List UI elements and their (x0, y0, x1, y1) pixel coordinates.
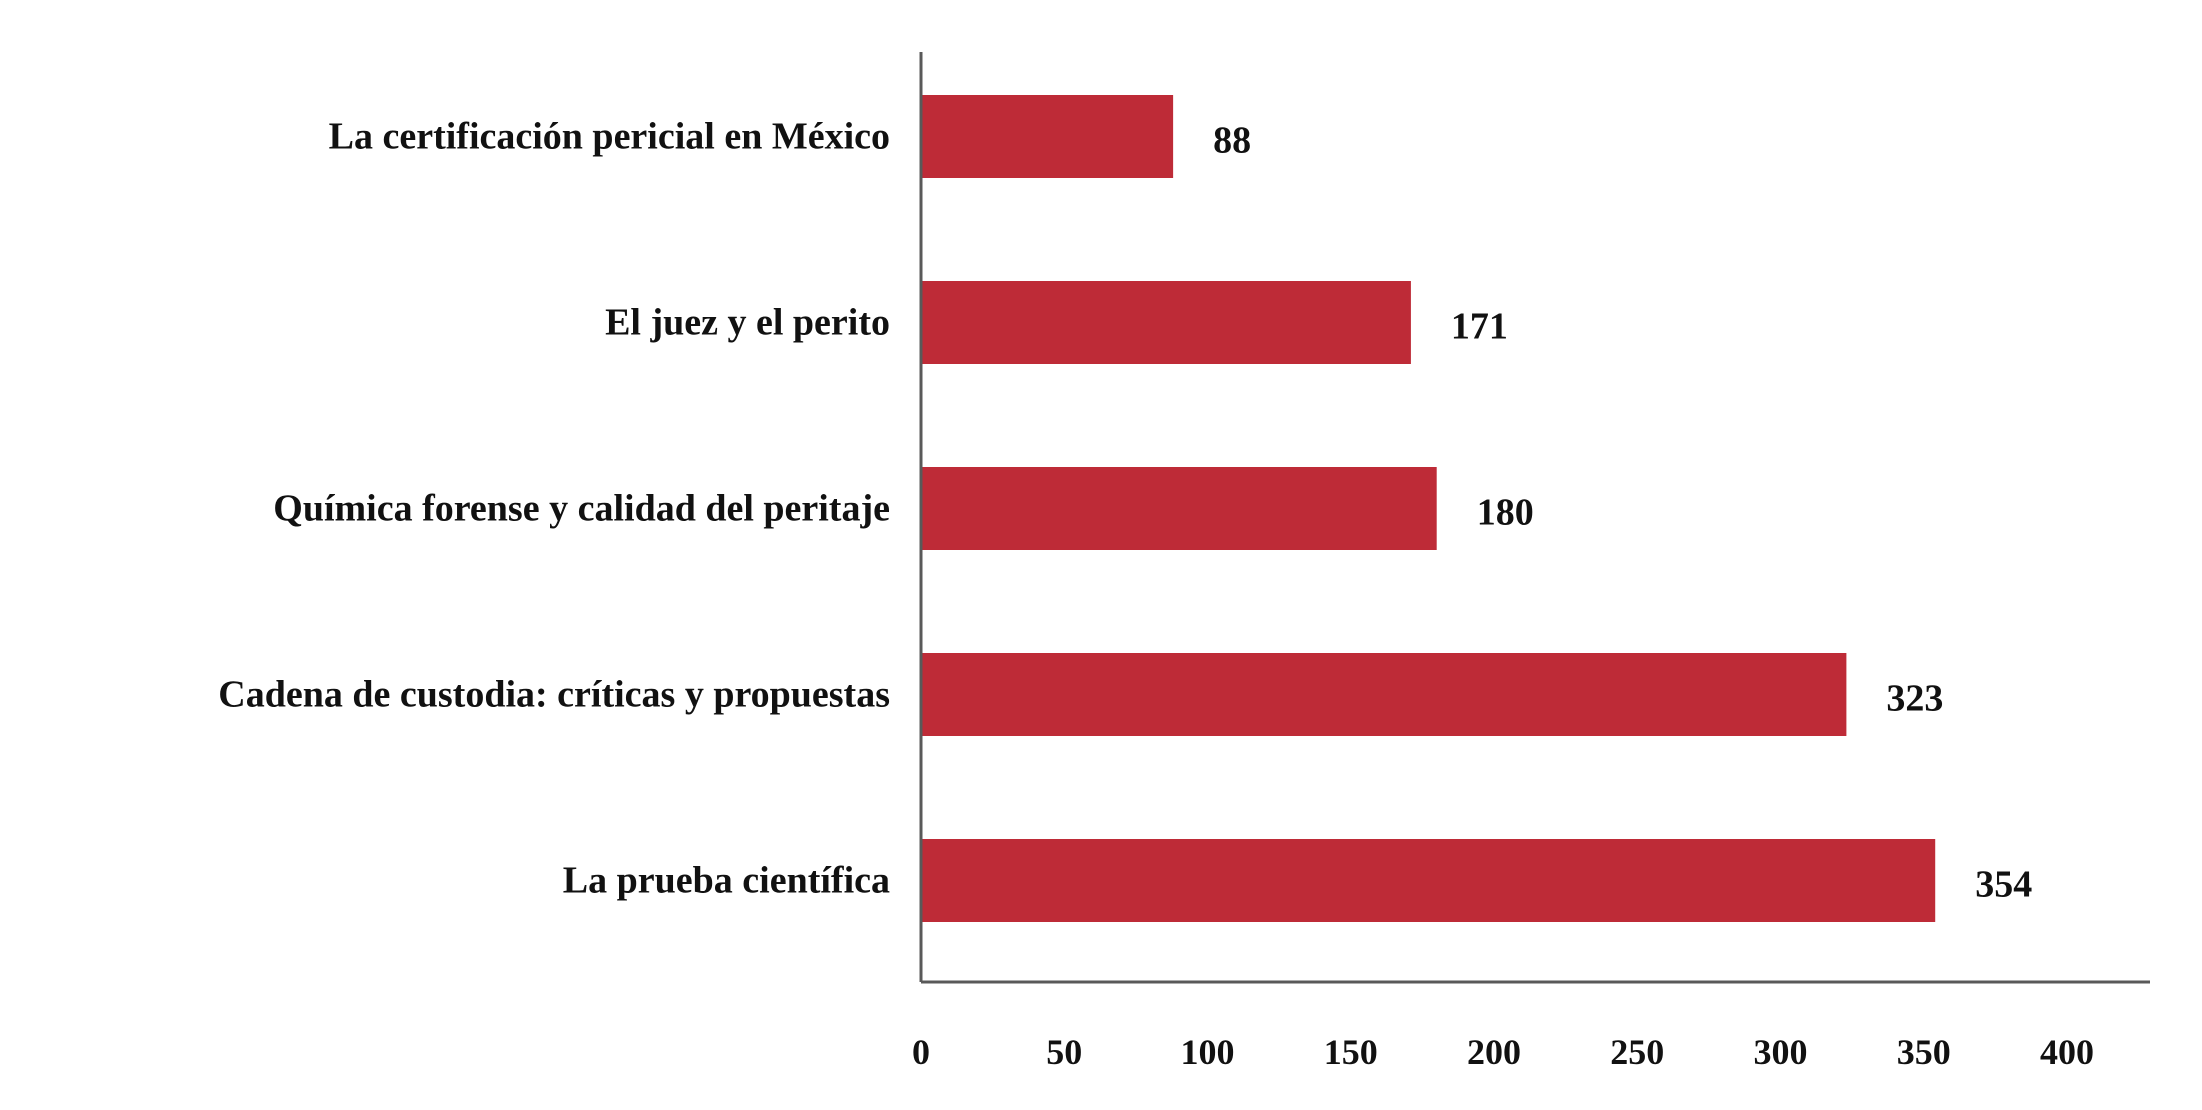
bar (921, 467, 1437, 550)
data-label: 171 (1451, 306, 1508, 348)
category-label: Cadena de custodia: críticas y propuesta… (218, 674, 890, 716)
x-tick-label: 200 (1467, 1032, 1521, 1072)
value-labels-group: 88 171 180 323 354 (1213, 120, 2032, 906)
category-label: La certificación pericial en México (329, 116, 890, 158)
category-label: La prueba científica (563, 860, 890, 902)
data-label: 354 (1975, 864, 2032, 906)
x-tick-label: 100 (1181, 1032, 1235, 1072)
x-tick-label: 150 (1324, 1032, 1378, 1072)
data-label: 323 (1886, 678, 1943, 720)
category-label: Química forense y calidad del peritaje (273, 488, 890, 530)
bar (921, 653, 1847, 736)
x-tick-label: 50 (1046, 1032, 1082, 1072)
x-tick-label: 350 (1897, 1032, 1951, 1072)
x-tick-label: 250 (1610, 1032, 1664, 1072)
x-tick-labels-group: 0 50 100 150 200 250 300 350 400 (912, 1032, 2094, 1072)
category-label: El juez y el perito (605, 302, 890, 344)
x-tick-label: 400 (2040, 1032, 2094, 1072)
bars-group (921, 95, 1936, 922)
bar (921, 281, 1411, 364)
data-label: 180 (1477, 492, 1534, 534)
bar (921, 95, 1174, 178)
category-labels-group: La certificación pericial en México El ju… (218, 116, 890, 902)
x-tick-label: 0 (912, 1032, 930, 1072)
bar (921, 839, 1936, 922)
x-tick-label: 300 (1754, 1032, 1808, 1072)
data-label: 88 (1213, 120, 1251, 162)
